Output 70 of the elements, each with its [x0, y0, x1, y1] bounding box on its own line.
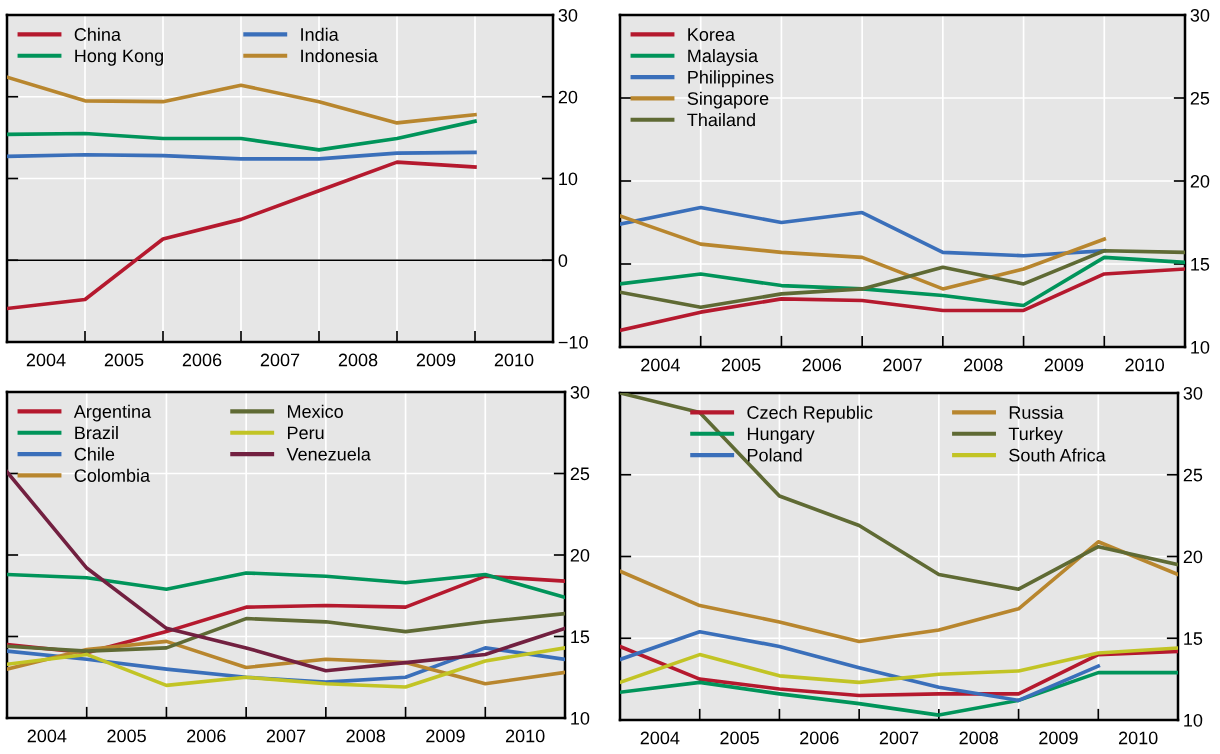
x-tick-label: 2010	[1125, 358, 1165, 372]
y-tick-label: 30	[1183, 386, 1203, 400]
x-tick-label: 2009	[426, 729, 465, 743]
x-tick-label: 2005	[721, 358, 761, 372]
legend-label: Brazil	[75, 425, 118, 440]
y-tick-label: 10	[1184, 713, 1203, 727]
y-tick-label: 20	[558, 90, 578, 104]
x-tick-label: 2007	[260, 353, 300, 367]
y-tick-label: 20	[570, 548, 590, 562]
x-tick-label: 2008	[959, 731, 999, 745]
legend-label: Argentina	[73, 404, 152, 422]
y-tick-label: −10	[558, 335, 588, 349]
x-tick-label: 2005	[720, 731, 759, 745]
x-tick-label: 2004	[26, 353, 66, 367]
legend-label: India	[301, 27, 339, 41]
legend-label: Mexico	[287, 404, 343, 418]
y-tick-label: 20	[1183, 550, 1203, 564]
x-tick-label: 2005	[107, 729, 146, 743]
legend-label: Korea	[688, 28, 735, 41]
y-tick-label: 20	[1190, 174, 1210, 188]
x-tick-label: 2006	[187, 729, 226, 743]
legend-label: Czech Republic	[747, 405, 873, 423]
y-tick-label: 25	[1183, 468, 1203, 482]
legend-label: Russia	[1009, 405, 1064, 419]
x-tick-label: 2009	[1044, 358, 1084, 372]
y-tick-label: 15	[1191, 258, 1210, 271]
legend-label: Malaysia	[688, 48, 759, 66]
x-tick-label: 2010	[505, 729, 545, 743]
x-tick-label: 2006	[182, 353, 222, 367]
x-tick-label: 2006	[800, 731, 839, 745]
y-tick-label: 30	[570, 385, 590, 399]
y-tick-label: 25	[1190, 91, 1210, 105]
legend-label: Turkey	[1008, 426, 1063, 444]
legend-label: Peru	[287, 426, 324, 440]
legend-label: Venezuela	[286, 447, 371, 461]
x-tick-label: 2010	[494, 353, 534, 367]
x-tick-label: 2006	[802, 358, 842, 372]
y-tick-label: 30	[1190, 8, 1210, 22]
x-tick-label: 2010	[1118, 731, 1158, 745]
legend-label: China	[74, 27, 121, 41]
x-tick-label: 2007	[266, 729, 306, 743]
x-tick-label: 2007	[883, 358, 922, 372]
y-tick-label: 30	[558, 8, 578, 22]
y-tick-label: 0	[558, 254, 568, 267]
y-tick-label: 25	[570, 467, 590, 481]
x-tick-label: 2008	[338, 353, 378, 367]
x-tick-label: 2004	[641, 358, 680, 372]
x-tick-label: 2004	[640, 731, 680, 745]
legend-label: Poland	[747, 448, 802, 462]
x-tick-label: 2008	[964, 358, 1003, 372]
legend-label: Indonesia	[301, 48, 378, 63]
x-tick-label: 2005	[104, 353, 144, 367]
x-tick-label: 2008	[346, 729, 386, 743]
y-tick-label: 10	[1191, 340, 1210, 354]
legend-label: Hungary	[747, 427, 815, 444]
y-tick-label: 15	[1184, 632, 1203, 645]
x-tick-label: 2009	[1039, 731, 1078, 745]
legend-label: Philippines	[688, 70, 774, 88]
legend-label: Singapore	[687, 91, 769, 109]
legend-label: Colombia	[74, 468, 151, 482]
x-tick-label: 2007	[879, 731, 919, 745]
y-tick-label: 10	[571, 711, 590, 725]
y-tick-label: 10	[559, 172, 578, 186]
legend-label: Hong Kong	[75, 49, 163, 66]
legend-label: South Africa	[1009, 448, 1106, 462]
x-tick-label: 2009	[416, 353, 456, 367]
legend-label: Thailand	[687, 113, 755, 127]
x-tick-label: 2004	[27, 729, 67, 743]
legend-label: Chile	[74, 447, 115, 461]
y-tick-label: 15	[571, 630, 590, 644]
